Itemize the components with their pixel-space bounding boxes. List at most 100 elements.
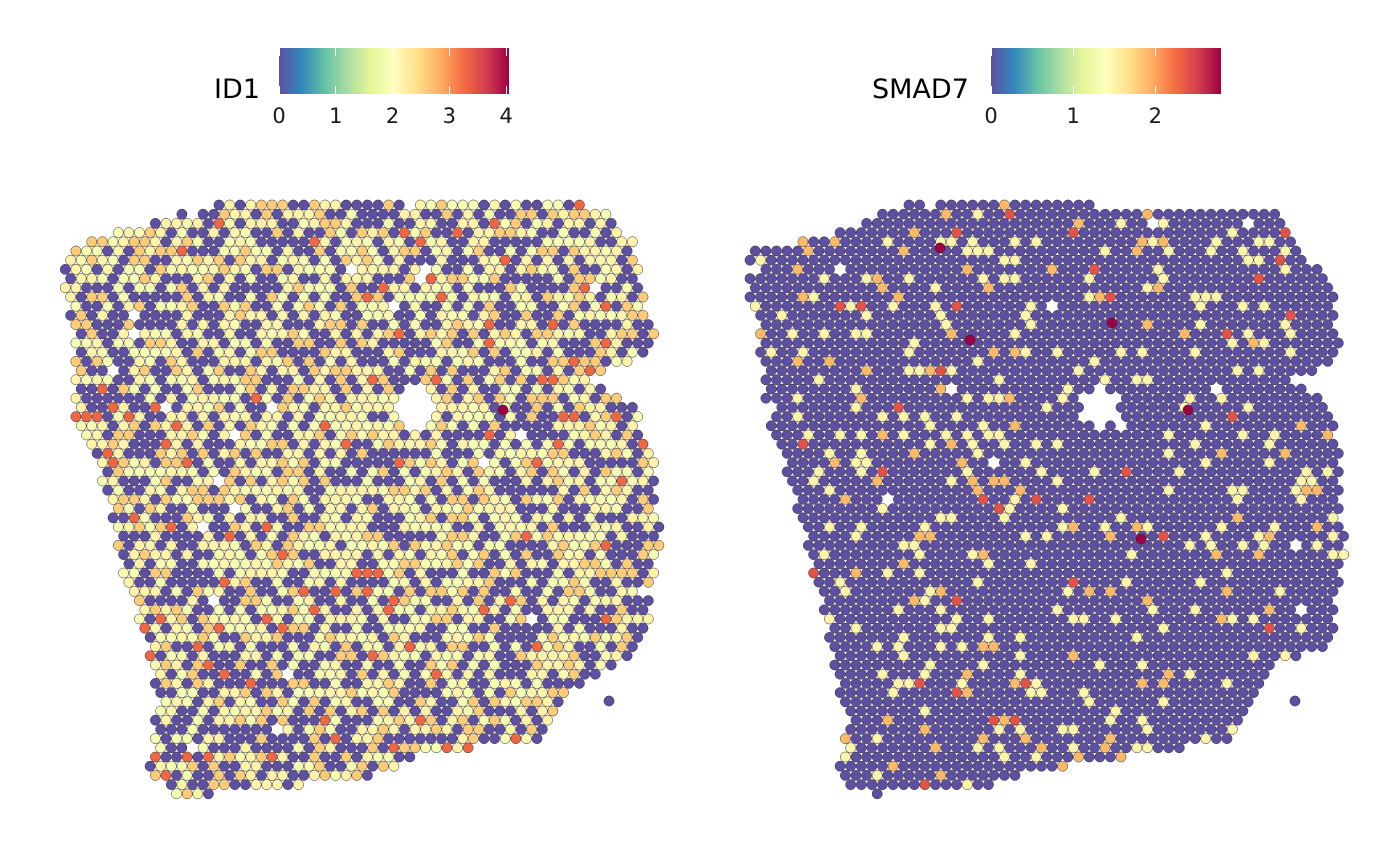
spot [1158,328,1169,340]
spot [409,650,421,662]
spot [642,521,654,533]
spot [1264,310,1275,321]
spot [1052,383,1063,395]
spot [176,208,188,220]
spot [1014,337,1026,349]
spot [781,448,793,459]
spot [1200,365,1212,376]
spot [203,659,214,671]
spot [266,291,278,303]
spot [1179,310,1190,321]
spot [367,282,379,294]
spot [919,558,931,570]
spot [787,383,798,395]
spot [404,714,416,726]
spot [160,420,172,432]
spot [478,512,490,524]
spot [1295,273,1307,284]
spot [1004,448,1016,459]
spot [404,512,416,524]
spot [824,264,835,275]
spot [574,254,585,266]
spot [1120,245,1132,257]
spot [319,383,331,395]
spot [59,264,71,275]
spot [1264,494,1275,505]
spot [829,494,841,505]
spot [919,374,931,386]
spot [457,530,469,542]
spot [229,411,241,422]
spot [547,208,559,220]
spot [441,484,453,496]
spot [208,448,220,459]
spot [362,770,373,781]
spot [1295,254,1307,266]
spot [441,264,453,275]
spot [187,595,198,606]
spot [531,218,543,229]
spot [420,337,432,349]
spot [462,282,474,294]
spot [574,641,585,652]
spot [589,319,601,330]
spot [218,411,230,422]
spot [362,733,373,744]
spot [946,218,957,229]
spot [1062,310,1074,321]
spot [489,273,500,284]
spot [1152,282,1164,294]
spot [314,595,326,606]
spot [813,521,825,533]
spot [160,622,172,634]
spot [1009,254,1021,266]
spot [1285,254,1296,266]
spot [234,770,246,781]
spot [1057,319,1069,330]
colorbar-tick [505,86,507,94]
spot [1158,549,1169,560]
spot [574,586,585,597]
spot [563,494,575,505]
spot [303,282,315,294]
spot [961,227,973,238]
spot [134,356,145,367]
spot [351,751,363,763]
spot [605,530,617,542]
spot [1163,337,1175,349]
spot [536,540,548,551]
spot [1253,494,1265,505]
spot [213,236,225,248]
spot [1211,512,1222,524]
spot [1264,328,1275,340]
spot [510,659,522,671]
spot [282,374,294,386]
spot [192,328,204,340]
spot [1110,484,1122,496]
spot [505,668,516,680]
spot [462,687,474,698]
spot [531,199,543,211]
spot [388,540,400,551]
spot [1248,374,1259,386]
spot [404,438,416,450]
spot [1237,264,1249,275]
spot [1253,383,1265,395]
spot [489,512,500,524]
spot [462,411,474,422]
spot [155,705,167,717]
spot [356,282,368,294]
spot [271,760,283,772]
spot [845,448,857,459]
spot [1142,319,1153,330]
spot [499,310,511,321]
spot [977,457,989,468]
spot [266,457,278,468]
spot [388,521,400,533]
spot [271,503,283,514]
spot [319,420,331,432]
spot [118,310,129,321]
spot [1226,264,1238,275]
spot [330,641,341,652]
